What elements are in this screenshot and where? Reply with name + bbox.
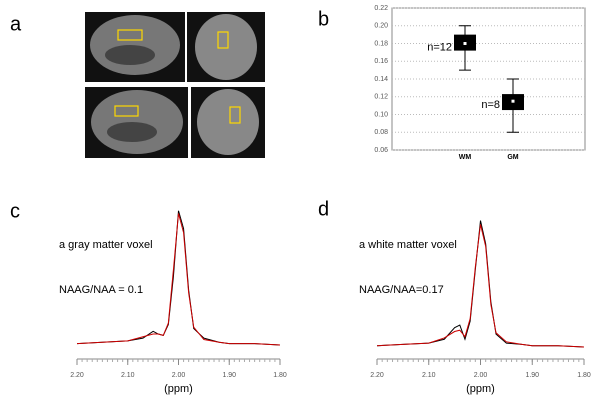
panel-label: b <box>318 8 329 30</box>
x-tick-label: 1.90 <box>525 372 539 379</box>
y-tick-label: 0.12 <box>374 94 388 101</box>
spectrum-line <box>376 224 585 348</box>
y-tick-label: 0.06 <box>374 147 388 154</box>
y-tick-label: 0.14 <box>374 76 388 83</box>
annotation: NAAG/NAA = 0.1 <box>59 284 143 296</box>
y-tick-label: 0.08 <box>374 129 388 136</box>
median <box>511 99 515 103</box>
x-tick-label: 2.00 <box>474 372 488 379</box>
y-tick-label: 0.10 <box>374 111 388 118</box>
annotation: n=12 <box>427 41 452 53</box>
y-tick-label: 0.22 <box>374 5 388 12</box>
x-tick-label: 1.90 <box>222 372 236 379</box>
x-tick-label: 2.10 <box>121 372 135 379</box>
x-tick-label: 1.80 <box>273 372 287 379</box>
spectrum-line <box>76 210 281 346</box>
median <box>463 42 467 45</box>
y-tick-label: 0.16 <box>374 58 388 65</box>
y-tick-label: 0.18 <box>374 40 388 47</box>
x-tick-label: GM <box>507 154 518 161</box>
y-tick-label: 0.20 <box>374 23 388 30</box>
x-axis-label: (ppm) <box>164 383 193 395</box>
annotation: a gray matter voxel <box>59 239 153 251</box>
annotation: a white matter voxel <box>359 239 457 251</box>
x-tick-label: 1.80 <box>577 372 591 379</box>
x-tick-label: 2.20 <box>70 372 84 379</box>
x-tick-label: 2.20 <box>370 372 384 379</box>
x-axis-label: (ppm) <box>466 383 495 395</box>
mri-images <box>85 12 265 158</box>
annotation: NAAG/NAA=0.17 <box>359 284 444 296</box>
x-tick-label: WM <box>459 154 472 161</box>
x-tick-label: 2.10 <box>422 372 436 379</box>
panel-label: c <box>10 200 20 222</box>
annotation: n=8 <box>481 99 500 111</box>
spectrum-line <box>76 213 281 346</box>
panel-label: d <box>318 198 329 220</box>
x-tick-label: 2.00 <box>172 372 186 379</box>
panel-label: a <box>10 13 22 35</box>
